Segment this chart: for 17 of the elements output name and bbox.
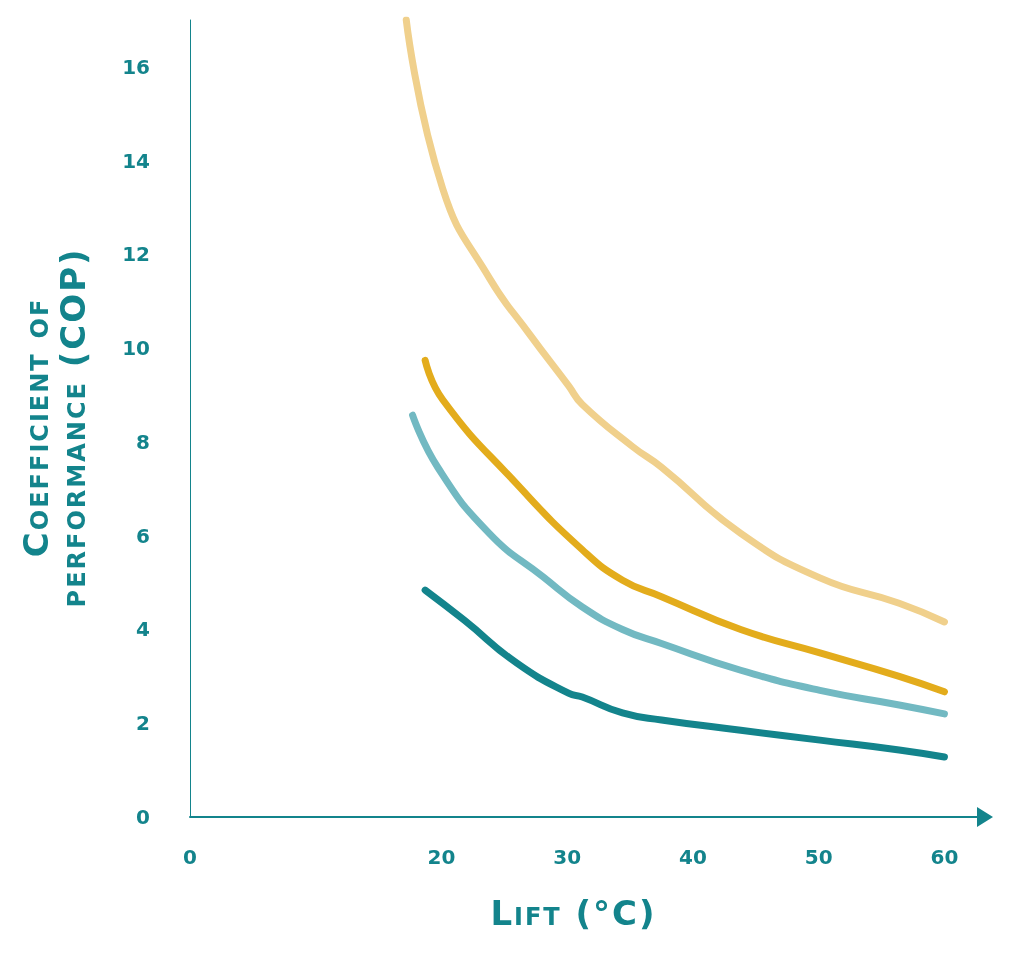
x-tick-label: 30 bbox=[553, 845, 582, 869]
y-tick-label: 10 bbox=[122, 336, 150, 361]
x-axis-title: Lift (°C) bbox=[489, 893, 658, 933]
x-tick-label: 60 bbox=[930, 845, 959, 869]
y-tick-label: 8 bbox=[136, 429, 150, 454]
y-tick-label: 14 bbox=[122, 148, 150, 173]
x-tick-label: 50 bbox=[804, 845, 833, 869]
y-axis-title: Coefficient of performance (COP) bbox=[15, 246, 93, 610]
y-tick-label: 0 bbox=[136, 805, 150, 829]
y-tick-label: 16 bbox=[122, 54, 150, 79]
y-tick-label: 12 bbox=[122, 242, 150, 267]
x-tick-label: 40 bbox=[679, 845, 707, 869]
x-tick-label: 0 bbox=[183, 845, 197, 869]
y-tick-label: 4 bbox=[136, 617, 150, 642]
y-tick-label: 2 bbox=[136, 711, 150, 736]
y-tick-label: 6 bbox=[136, 523, 150, 548]
x-tick-label: 20 bbox=[427, 845, 456, 869]
